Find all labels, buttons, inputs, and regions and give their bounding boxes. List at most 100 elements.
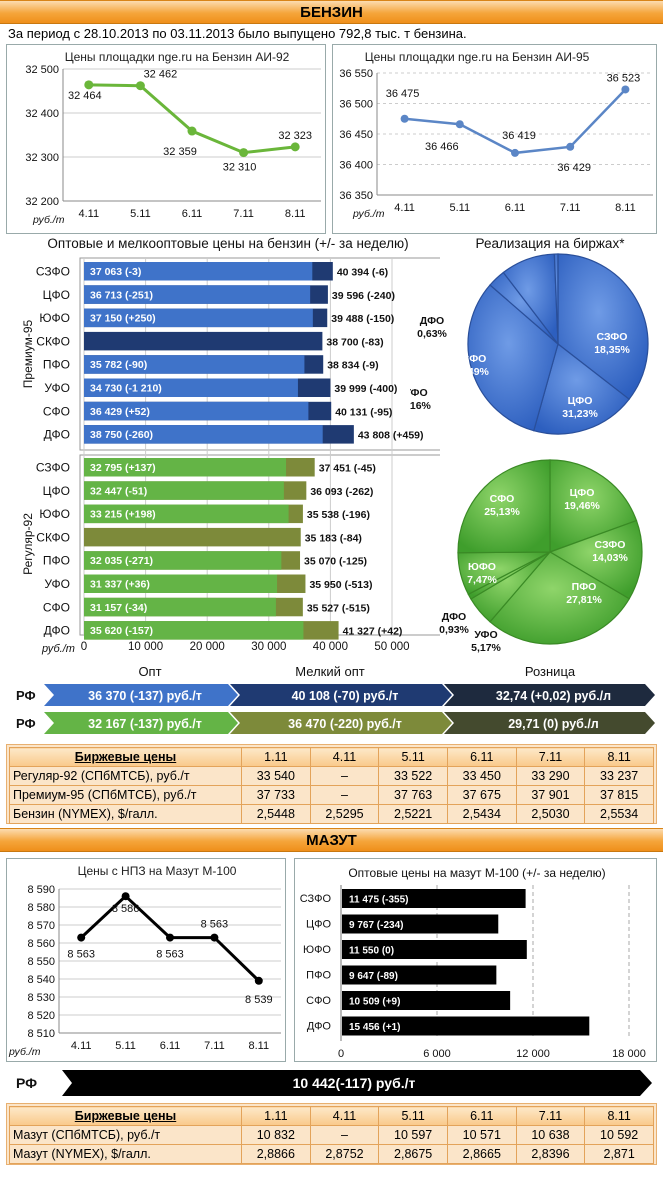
premium-opt-bar: [84, 425, 323, 444]
mazut-table-cell: 10 571: [446, 1125, 517, 1145]
regular-melk-bar: [84, 527, 301, 547]
regular-pie-slice-value: 19,46%: [564, 500, 600, 512]
x-tick-label: 4.11: [79, 208, 100, 220]
data-point: [400, 114, 409, 123]
x-tick-label: 18 000: [612, 1048, 646, 1060]
benzin-exchange-table-wrap: Биржевые цены 1.11 4.11 5.11 6.11 7.11 8.11 Рег…: [6, 744, 657, 824]
rf-summary: Опт Мелкий опт Розница РФ 36 370 (-137) руб.…: [16, 664, 655, 734]
period-text: За период с 28.10.2013 по 03.11.2013 был…: [8, 26, 467, 41]
data-point: [511, 148, 519, 157]
benzin-table-cell: 33 450: [446, 766, 517, 786]
regular-pie-slice-value: 7,47%: [467, 574, 497, 586]
y-tick-label: 8 590: [27, 884, 55, 896]
regular-pie-slice-value: 27,81%: [566, 594, 602, 606]
rf-regular-label: РФ: [16, 716, 36, 731]
regular-melk-label: 36 093 (-262): [310, 486, 373, 498]
mazut-bar-label: 10 509 (+9): [349, 997, 400, 1008]
regular-pie-slice: [548, 519, 643, 600]
rf-premium-value: 40 108 (-70) руб./т: [292, 689, 399, 703]
regular-opt-bar: [84, 504, 289, 524]
regular-region-label: ЦФО: [43, 484, 70, 498]
x-tick-label: 7.11: [233, 208, 254, 220]
y-tick-label: 32 500: [25, 64, 59, 76]
premium-pie-slice-name: УФО: [410, 387, 428, 399]
regular-pie-slice-value: 0,93%: [439, 624, 469, 636]
mazut-bar-label: 9 767 (-234): [349, 920, 403, 931]
ai92-chart: Цены площадки nge.ru на Бензин АИ-92 32 2…: [25, 50, 321, 226]
rf-premium-value: 36 370 (-137) руб./т: [88, 689, 202, 703]
y-tick-label: 8 560: [27, 938, 55, 950]
regular-opt-bar: [84, 621, 304, 640]
benzin-table-cell: 37 901: [515, 785, 586, 805]
mazut-title: МАЗУТ: [306, 832, 357, 849]
premium-pie-slice-name: ДФО: [420, 315, 444, 327]
rf-column-header: Мелкий опт: [295, 664, 364, 679]
wholesale-title: Оптовые и мелкооптовые цены на бензин (+…: [47, 236, 408, 251]
data-point: [254, 976, 263, 985]
regular-melk-label: 37 451 (-45): [319, 463, 376, 475]
data-point: [187, 126, 197, 136]
mazut-table-cell: 2,871: [584, 1144, 654, 1164]
regular-pie-slice-value: 25,13%: [484, 506, 520, 518]
regular-opt-label: 32 795 (+137): [90, 462, 156, 474]
premium-pie-slice: [467, 284, 559, 432]
regular-group-label: Регуляр-92: [21, 513, 35, 575]
premium-group-label: Премиум-95: [21, 319, 35, 388]
mazut-table-cell: 10 592: [584, 1125, 654, 1145]
benzin-table-cell: 2,5434: [446, 804, 517, 824]
data-label: 32 323: [278, 130, 312, 142]
mazut-exchange-table-wrap: Биржевые цены 1.11 4.11 5.11 6.11 7.11 8.11 Маз…: [6, 1103, 657, 1165]
x-tick-label: 7.11: [204, 1040, 225, 1052]
regular-opt-label: 31 157 (-34): [90, 602, 147, 614]
premium-melk-label: 38 700 (-83): [326, 336, 383, 348]
x-tick-label: 0: [338, 1048, 344, 1060]
unit-label: руб./т: [8, 1046, 41, 1058]
benzin-table-row-label: Бензин (NYMEX), $/галл.: [9, 804, 242, 824]
y-tick-label: 36 400: [339, 160, 373, 172]
data-label: 32 464: [68, 90, 102, 102]
x-tick-label: 8.11: [615, 202, 636, 214]
premium-opt-label: 37 063 (-3): [90, 266, 141, 278]
benzin-table-cell: 2,5030: [515, 804, 586, 824]
y-tick-label: 32 300: [25, 152, 59, 164]
mazut-wholesale-chart: Оптовые цены на мазут М-100 (+/- за неде…: [300, 866, 646, 1060]
benzin-table-date: 5.11: [378, 747, 448, 767]
premium-melk-label: 43 808 (+459): [358, 430, 424, 442]
regular-opt-label: 31 337 (+36): [90, 579, 150, 591]
premium-opt-label: 35 782 (-90): [90, 359, 147, 371]
x-tick-label: 30 000: [251, 641, 286, 653]
regular-pie-slice-name: СФО: [490, 493, 515, 505]
premium-pie-slice-value: 3,16%: [410, 400, 432, 412]
mazut-region-label: ЦФО: [306, 919, 332, 931]
premium-melk-bar: [84, 331, 323, 351]
data-label: 36 523: [607, 72, 641, 84]
regular-pie-slice-value: 5,17%: [471, 642, 501, 654]
mazut-bar-label: 9 647 (-89): [349, 971, 398, 982]
data-label: 8 563: [201, 919, 229, 931]
data-label: 8 539: [245, 994, 273, 1006]
mazut-table-header-row: Биржевые цены 1.11 4.11 5.11 6.11 7.11 8.11: [9, 1106, 654, 1126]
mazut-table-cell: 2,8752: [309, 1144, 380, 1164]
regular-pie-slice: [549, 459, 638, 553]
premium-region-label: ЦФО: [43, 288, 70, 302]
ai95-chart-frame: Цены площадки nge.ru на Бензин АИ-95 36 3…: [332, 44, 657, 234]
mazut-table-cell: –: [309, 1125, 380, 1145]
exchange-sales-pies: Реализация на биржах*ПФО34,61%СЗФО18,35%…: [410, 236, 649, 654]
x-tick-label: 12 000: [516, 1048, 550, 1060]
mazut-bar-label: 11 475 (-355): [349, 895, 409, 906]
premium-opt-label: 34 730 (-1 210): [90, 383, 162, 395]
premium-region-label: УФО: [44, 381, 70, 395]
regular-opt-bar: [84, 458, 287, 477]
rf-premium-value: 32,74 (+0,02) руб./л: [496, 689, 611, 703]
premium-opt-bar: [84, 308, 313, 328]
regular-melk-label: 35 183 (-84): [305, 532, 362, 544]
mazut-table-cell: 10 832: [241, 1125, 311, 1145]
benzin-table-cell: 33 237: [584, 766, 654, 786]
mazut-table-cell: 2,8396: [515, 1144, 586, 1164]
y-tick-label: 36 450: [339, 129, 373, 141]
y-tick-label: 8 550: [27, 956, 55, 968]
regular-opt-label: 32 447 (-51): [90, 485, 147, 497]
mazut-wholesale-title: Оптовые цены на мазут М-100 (+/- за неде…: [348, 866, 605, 880]
mazut-region-label: ЮФО: [303, 944, 331, 956]
regular-opt-bar: [84, 551, 282, 570]
